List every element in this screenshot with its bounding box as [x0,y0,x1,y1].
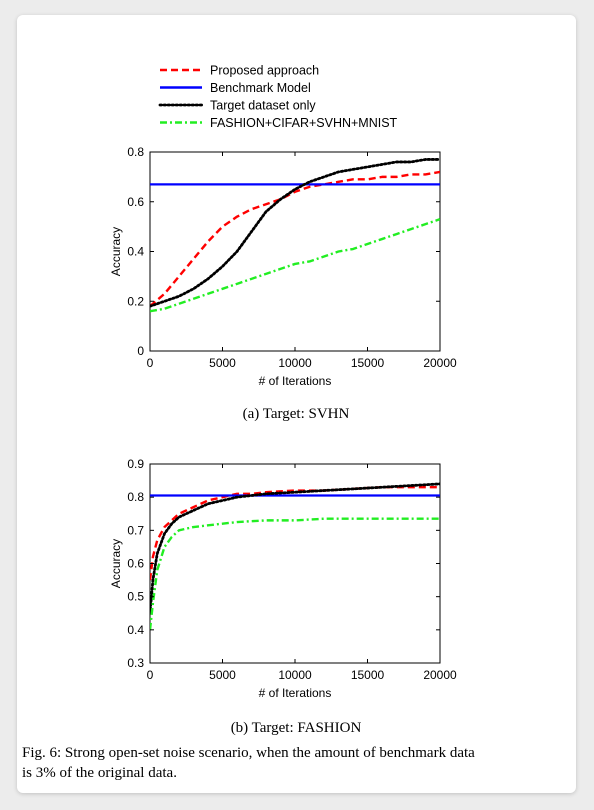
legend-label: Benchmark Model [210,81,311,95]
legend-item-proposed-approach: Proposed approach [160,64,319,78]
y-tick-label: 0.5 [127,590,144,604]
y-tick-label: 0.4 [127,623,144,637]
legend-label: Target dataset only [210,99,316,113]
series-group [150,482,440,630]
x-tick-label: 0 [147,356,154,370]
x-tick-label: 20000 [423,356,457,370]
y-tick-label: 0.6 [127,195,144,209]
series-line-target-dataset-only [150,158,440,308]
y-tick-label: 0 [137,344,144,358]
legend-label: Proposed approach [210,64,319,78]
y-tick-label: 0.9 [127,457,144,471]
figure-caption-line-2: is 3% of the original data. [22,765,177,781]
x-tick-label: 10000 [278,356,312,370]
chart-caption: (a) Target: SVHN [243,406,350,422]
x-axis-label: # of Iterations [259,686,332,700]
legend-label: FASHION+CIFAR+SVHN+MNIST [210,116,398,130]
y-tick-label: 0.8 [127,490,144,504]
legend: Proposed approach Benchmark Model Target d… [158,64,398,130]
y-tick-label: 0.3 [127,656,144,670]
x-axis-label: # of Iterations [259,374,332,388]
x-tick-label: 0 [147,668,154,682]
plot-frame [149,463,441,664]
y-tick-label: 0.8 [127,145,144,159]
plot-frame [149,151,441,352]
figure-caption-line-1: Fig. 6: Strong open-set noise scenario, … [22,745,475,761]
series-line-proposed-approach [150,486,440,581]
series-line-proposed-approach [150,170,440,308]
x-tick-label: 20000 [423,668,457,682]
chart-caption: (b) Target: FASHION [231,720,362,736]
series-line-fashion-cifar-svhn-mnist [150,218,440,313]
legend-item-fashion-cifar-svhn-mnist: FASHION+CIFAR+SVHN+MNIST [160,116,398,130]
x-tick-label: 15000 [351,356,385,370]
x-tick-label: 10000 [278,668,312,682]
legend-item-target-dataset-only: Target dataset only [158,99,316,113]
series-group [150,158,440,313]
series-line-target-dataset-only [150,482,440,615]
x-tick-label: 5000 [209,668,236,682]
chart-fashion: 0 5000 10000 15000 20000 0.3 0.4 0.5 0.6 0.7 0.8 0.… [109,457,457,736]
y-tick-label: 0.6 [127,557,144,571]
y-tick-label: 0.7 [127,523,144,537]
series-line-fashion-cifar-svhn-mnist [150,517,440,630]
x-tick-label: 15000 [351,668,385,682]
legend-item-benchmark-model: Benchmark Model [160,81,311,95]
y-tick-label: 0.2 [127,294,144,308]
y-axis-label: Accuracy [109,539,123,588]
y-tick-label: 0.4 [127,245,144,259]
x-tick-label: 5000 [209,356,236,370]
y-axis-label: Accuracy [109,227,123,276]
chart-svhn: 0 5000 10000 15000 20000 0 0.2 0.4 0.6 0.8 # of It… [109,145,457,422]
